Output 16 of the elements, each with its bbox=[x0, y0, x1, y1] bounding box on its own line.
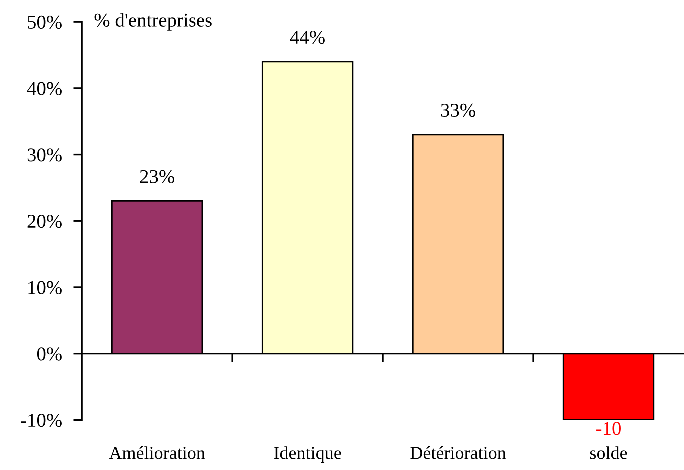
data-label: 23% bbox=[140, 170, 174, 184]
y-tick-label: 50% bbox=[28, 16, 62, 30]
x-tick-label: Détérioration bbox=[410, 446, 506, 460]
data-label: 44% bbox=[290, 30, 325, 44]
y-tick-label: 20% bbox=[28, 214, 62, 228]
y-tick-label: 10% bbox=[28, 281, 62, 294]
y-tick-label: 0% bbox=[37, 348, 62, 361]
y-tick-label: 30% bbox=[28, 148, 62, 162]
x-tick-label: Amélioration bbox=[109, 446, 206, 460]
data-label: 33% bbox=[441, 104, 476, 118]
y-tick-label: 40% bbox=[27, 82, 62, 96]
x-tick-label: Identique bbox=[274, 446, 342, 463]
x-tick-label: solde bbox=[590, 446, 628, 460]
data-label: -10 bbox=[596, 422, 621, 436]
y-tick-label: -10% bbox=[21, 414, 62, 428]
y-axis-title: % d'entreprises bbox=[94, 13, 212, 31]
